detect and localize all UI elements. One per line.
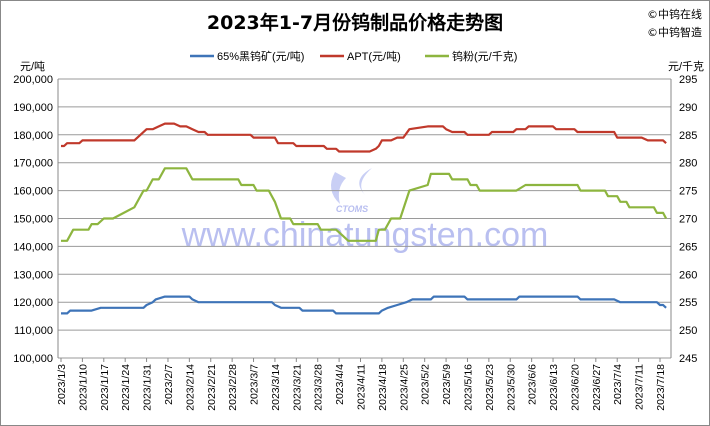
chart-title: 2023年1-7月份钨制品价格走势图 — [206, 12, 504, 34]
x-tick-label: 2023/7/4 — [612, 364, 624, 405]
y-left-tick-label: 170,000 — [13, 158, 53, 170]
y-left-tick-label: 100,000 — [13, 353, 53, 365]
y-left-tick-label: 140,000 — [13, 241, 53, 253]
x-tick-label: 2023/5/30 — [505, 364, 517, 411]
y-left-tick-label: 180,000 — [13, 130, 53, 142]
y-right-tick-label: 280 — [679, 158, 697, 170]
legend-label-0: 65%黑钨矿(元/吨) — [217, 50, 304, 63]
x-tick-label: 2023/7/18 — [655, 364, 667, 411]
x-tick-label: 2023/5/2 — [420, 364, 432, 405]
x-tick-label: 2023/3/21 — [291, 364, 303, 411]
legend-label-1: APT(元/吨) — [347, 50, 401, 63]
y-right-tick-label: 265 — [679, 241, 697, 253]
x-tick-label: 2023/2/21 — [206, 364, 218, 411]
series-line-2 — [61, 167, 668, 242]
y-left-tick-label: 150,000 — [13, 214, 53, 226]
x-tick-label: 2023/5/16 — [462, 364, 474, 411]
y-right-tick-label: 260 — [679, 269, 697, 281]
x-tick-label: 2023/1/24 — [120, 364, 132, 411]
series-line-1 — [61, 122, 667, 153]
y-right-tick-label: 250 — [679, 325, 697, 337]
x-tick-label: 2023/3/28 — [313, 364, 325, 411]
y-left-label: 元/吨 — [20, 60, 45, 73]
x-tick-label: 2023/2/28 — [227, 364, 239, 411]
y-right-tick-label: 275 — [679, 186, 697, 198]
x-tick-label: 2023/2/7 — [163, 364, 175, 405]
x-tick-label: 2023/4/25 — [398, 364, 410, 411]
x-tick-label: 2023/4/18 — [377, 364, 389, 411]
x-tick-label: 2023/6/13 — [548, 364, 560, 411]
copyright-1: ©中钨在线 — [647, 8, 702, 21]
y-right-tick-label: 255 — [679, 297, 697, 309]
x-tick-label: 2023/3/14 — [270, 364, 282, 411]
x-tick-label: 2023/2/14 — [184, 364, 196, 411]
x-tick-label: 2023/6/20 — [569, 364, 581, 411]
watermark-logo: CTOMS — [336, 204, 368, 214]
x-tick-label: 2023/6/27 — [591, 364, 603, 411]
copyright-2: ©中钨智造 — [647, 26, 702, 39]
y-right-label: 元/千克 — [668, 60, 704, 73]
legend-label-2: 钨粉(元/千克) — [452, 50, 517, 63]
y-right-tick-label: 245 — [679, 353, 697, 365]
watermark-logo-icon — [359, 168, 372, 196]
y-right-tick-label: 285 — [679, 130, 697, 142]
x-tick-label: 2023/3/7 — [249, 364, 261, 405]
watermark-url: www.chinatungsten.com — [181, 216, 549, 254]
y-right-tick-label: 295 — [679, 74, 697, 86]
y-left-tick-label: 130,000 — [13, 269, 53, 281]
x-tick-label: 2023/1/17 — [99, 364, 111, 411]
x-tick-label: 2023/4/4 — [334, 364, 346, 405]
x-tick-label: 2023/5/9 — [441, 364, 453, 405]
x-tick-label: 2023/1/3 — [56, 364, 68, 405]
y-left-tick-label: 110,000 — [14, 325, 53, 337]
y-right-tick-label: 270 — [679, 214, 697, 226]
watermark-logo-icon — [331, 172, 346, 204]
y-left-tick-label: 160,000 — [13, 186, 53, 198]
x-tick-label: 2023/7/11 — [634, 364, 646, 410]
y-left-tick-label: 190,000 — [13, 102, 53, 114]
x-tick-label: 2023/1/31 — [142, 364, 154, 411]
x-tick-label: 2023/4/11 — [356, 364, 368, 410]
y-right-tick-label: 290 — [679, 102, 697, 114]
x-tick-label: 2023/5/23 — [484, 364, 496, 411]
y-left-tick-label: 120,000 — [13, 297, 53, 309]
x-tick-label: 2023/6/6 — [527, 364, 539, 405]
x-tick-label: 2023/1/10 — [77, 364, 89, 411]
series-line-0 — [61, 295, 667, 315]
y-left-tick-label: 200,000 — [13, 74, 53, 86]
